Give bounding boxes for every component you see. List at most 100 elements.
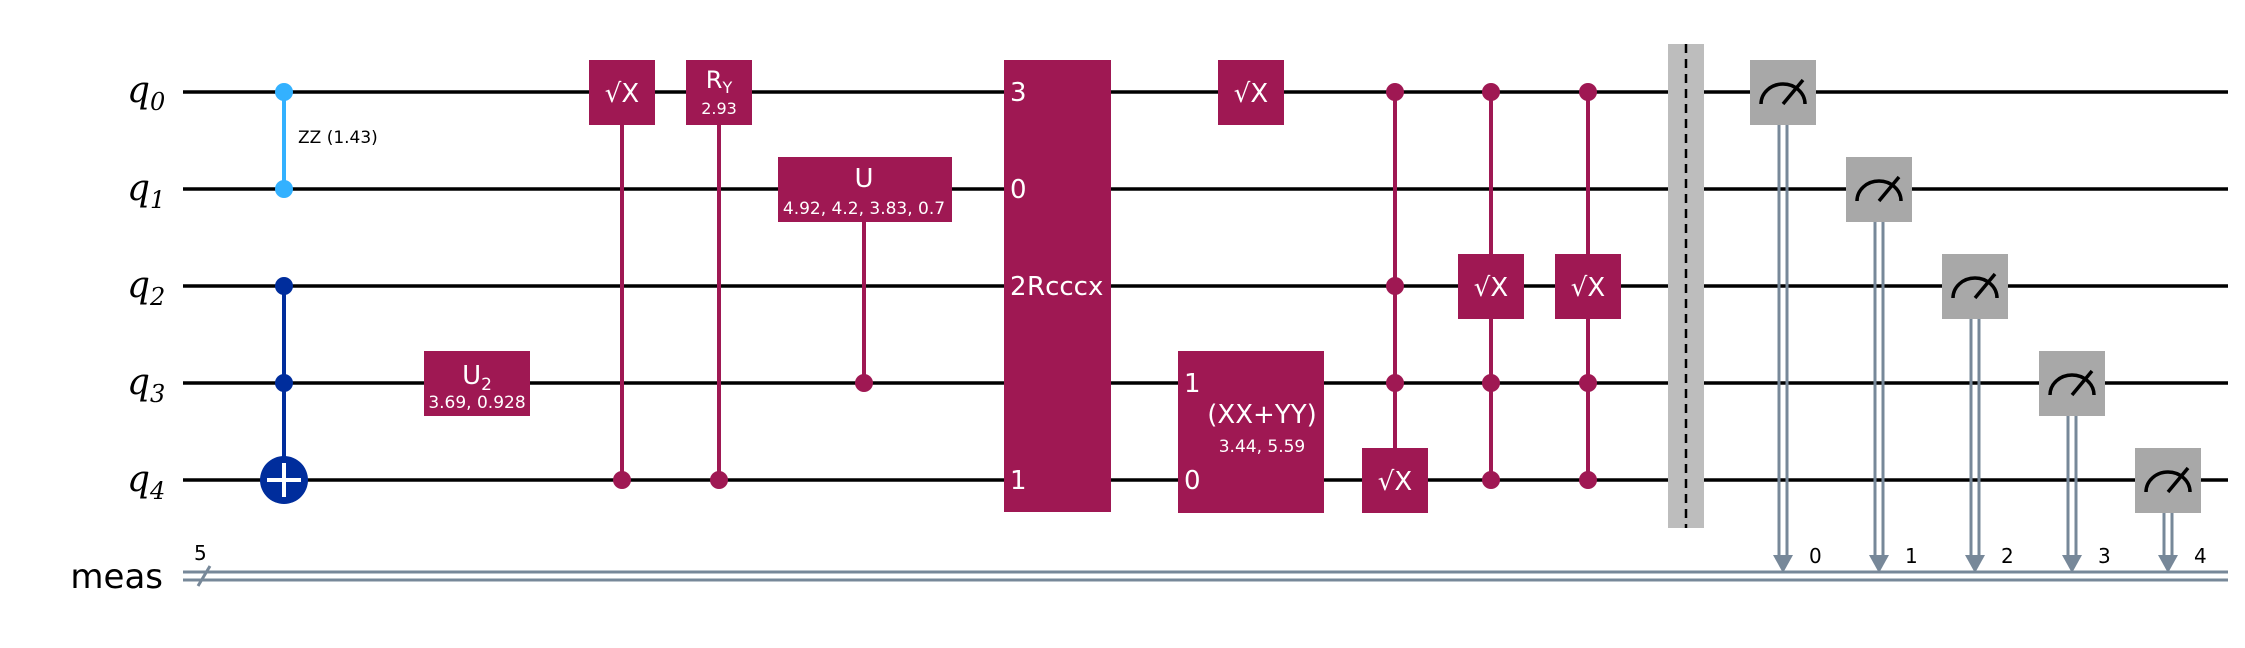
classical-register-label: meas	[70, 557, 163, 597]
meter-needle-icon	[2166, 466, 2190, 494]
meter-arc-icon	[2144, 470, 2192, 493]
xxyy-label: (XX+YY)	[1207, 400, 1316, 430]
measure-box	[1942, 254, 2008, 319]
toffoli-control-q3	[275, 374, 293, 392]
mcsx-c-control-q3	[1579, 374, 1597, 392]
csx-gate-q4-q0-box	[589, 60, 655, 125]
mcsx-b-control-q0	[1482, 83, 1500, 101]
measure-arrow	[1773, 555, 1793, 573]
meter-needle-icon	[2070, 369, 2094, 397]
mcsx-a-control-q0	[1386, 83, 1404, 101]
mcsx-c-control-q4	[1579, 471, 1597, 489]
meter-arc-icon	[1855, 179, 1903, 202]
measure-gate-q3: 3	[2039, 351, 2111, 573]
measurements: 0 1 2 3 4	[1750, 60, 2207, 573]
qubit-label-q3: q3	[127, 362, 165, 408]
rcccx-gate-box	[1004, 60, 1111, 512]
mcsx-a-control-q3	[1386, 374, 1404, 392]
mcsx-gate-c: √X	[1555, 83, 1621, 489]
cry-gate-box	[686, 60, 752, 125]
mcsx-gate-a: √X	[1362, 83, 1428, 513]
measure-gate-q2: 2	[1942, 254, 2014, 573]
xxyy-port-q3: 1	[1184, 369, 1201, 399]
u2-gate: U2 3.69, 0.928	[424, 351, 530, 416]
u2-gate-box	[424, 351, 530, 416]
mcsx-a-control-q2	[1386, 277, 1404, 295]
u-label: U	[854, 164, 873, 194]
measure-arrow	[1965, 555, 1985, 573]
u2-params: 3.69, 0.928	[428, 393, 525, 413]
mcsx-b-control-q3	[1482, 374, 1500, 392]
measure-gate-q0: 0	[1750, 60, 1822, 573]
classical-wire: 5	[183, 541, 2228, 587]
mcsx-b-control-q4	[1482, 471, 1500, 489]
mcsx-a-label: √X	[1378, 467, 1412, 497]
measure-box	[2135, 448, 2201, 513]
qubit-label-q1: q1	[127, 168, 165, 214]
meter-needle-icon	[1781, 78, 1805, 106]
ry-params: 2.93	[701, 99, 737, 118]
measure-bit-label: 0	[1809, 544, 1822, 568]
ry-label: RY	[706, 66, 733, 97]
measure-bit-label: 3	[2098, 544, 2111, 568]
xxyy-params: 3.44, 5.59	[1219, 437, 1306, 457]
cry-control-q4	[710, 471, 728, 489]
rcccx-port-q0: 3	[1010, 78, 1027, 108]
cu-control-q3	[855, 374, 873, 392]
meter-arc-icon	[1951, 276, 1999, 299]
meter-needle-icon	[1973, 272, 1997, 300]
u2-label: U2	[462, 361, 492, 395]
u-params: 4.92, 4.2, 3.83, 0.7	[783, 199, 945, 219]
bus-slash	[196, 565, 212, 587]
mcsx-c-control-q0	[1579, 83, 1597, 101]
meter-arc-icon	[1759, 82, 1807, 105]
measure-arrow	[2158, 555, 2178, 573]
csx-control-q4	[613, 471, 631, 489]
rcccx-gate: 3 0 2 1 Rcccx	[1004, 60, 1111, 512]
measure-gate-q4: 4	[2135, 448, 2207, 573]
qubit-label-q2: q2	[127, 265, 165, 311]
rcccx-port-q2: 2	[1010, 272, 1027, 302]
measure-arrow	[2062, 555, 2082, 573]
classical-register-size: 5	[194, 541, 207, 565]
zz-gate: ZZ (1.43)	[275, 83, 378, 198]
measure-bit-label: 2	[2001, 544, 2014, 568]
measure-arrow	[1869, 555, 1889, 573]
cry-gate: RY 2.93	[686, 60, 752, 489]
zz-dot-q1	[275, 180, 293, 198]
qubit-label-q0: q0	[127, 70, 165, 116]
toffoli-gate	[260, 277, 308, 504]
measure-box	[2039, 351, 2105, 416]
measure-gate-q1: 1	[1846, 157, 1918, 573]
cu-gate-box	[778, 157, 952, 222]
mcsx-gate-a-box	[1362, 448, 1428, 513]
zz-label: ZZ (1.43)	[298, 128, 378, 148]
meter-arc-icon	[2048, 373, 2096, 396]
measure-bit-label: 4	[2194, 544, 2207, 568]
sx-gate-q0-box	[1218, 60, 1284, 125]
rcccx-port-q4: 1	[1010, 466, 1027, 496]
meter-needle-icon	[1877, 175, 1901, 203]
csx-gate-q4-q0: √X	[589, 60, 655, 489]
qubit-label-q4: q4	[127, 459, 165, 505]
measure-box	[1846, 157, 1912, 222]
rcccx-label: Rcccx	[1027, 272, 1103, 302]
toffoli-control-q2	[275, 277, 293, 295]
mcsx-gate-c-box	[1555, 254, 1621, 319]
mcsx-gate-b: √X	[1458, 83, 1524, 489]
cu-gate: U 4.92, 4.2, 3.83, 0.7	[778, 157, 952, 392]
qubit-labels: q0 q1 q2 q3 q4 meas	[70, 70, 165, 597]
rcccx-port-q1: 0	[1010, 175, 1027, 205]
xxyy-gate: 1 0 (XX+YY) 3.44, 5.59	[1178, 351, 1324, 513]
zz-dot-q0	[275, 83, 293, 101]
mcsx-b-label: √X	[1474, 273, 1508, 303]
measure-bit-label: 1	[1905, 544, 1918, 568]
sx-gate-q0: √X	[1218, 60, 1284, 125]
mcsx-c-label: √X	[1571, 273, 1605, 303]
csx-label: √X	[605, 79, 639, 109]
mcsx-gate-b-box	[1458, 254, 1524, 319]
sx-label: √X	[1234, 79, 1268, 109]
xxyy-port-q4: 0	[1184, 466, 1201, 496]
measure-box	[1750, 60, 1816, 125]
